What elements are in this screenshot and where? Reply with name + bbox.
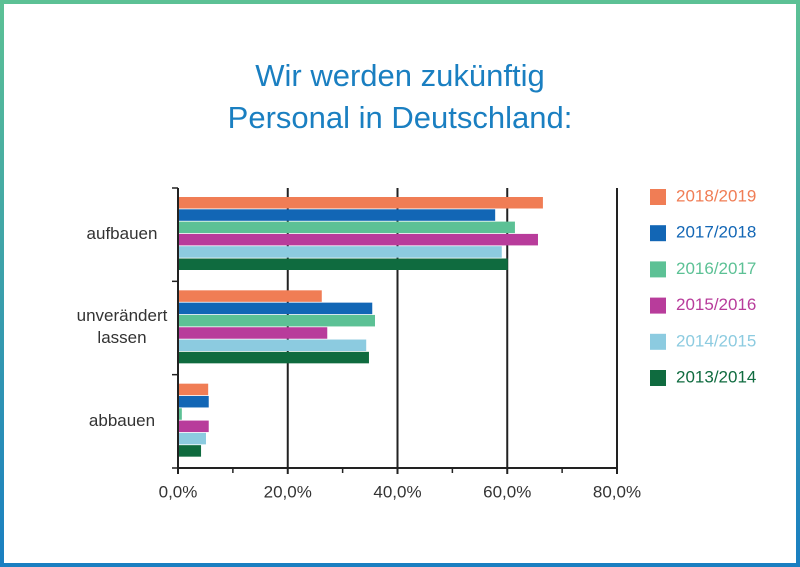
x-tick-label: 60,0% [483,482,531,501]
bar [178,246,502,258]
bar [178,395,209,408]
legend-label: 2018/2019 [676,186,756,205]
bar [178,314,376,327]
bar [178,290,322,302]
legend-label: 2017/2018 [676,223,756,242]
x-tick-label: 80,0% [593,482,641,501]
legend-swatch [650,225,666,242]
bar [178,408,182,420]
bar [178,383,209,396]
bar [178,445,202,457]
legend-label: 2013/2014 [676,367,756,386]
bar [178,233,538,246]
bar [178,327,328,339]
legend-swatch [650,261,666,278]
legend-swatch [650,297,666,314]
bar [178,432,206,445]
x-tick-label: 40,0% [373,482,421,501]
legend-label: 2014/2015 [676,331,756,350]
x-tick-label: 0,0% [159,482,198,501]
legend-swatch [650,189,666,205]
y-tick-label: aufbauen [86,223,158,243]
bar [178,339,367,352]
bar [178,420,209,433]
bar [178,209,496,221]
bar [178,351,369,364]
chart-title: Wir werden zukünftig [255,58,544,93]
legend-label: 2016/2017 [676,259,756,278]
legend-swatch [650,333,666,350]
bar [178,302,373,315]
legend-label: 2015/2016 [676,295,756,314]
bar [178,258,508,270]
bar [178,197,543,209]
x-tick-label: 20,0% [264,482,312,501]
y-tick-label: abbauen [88,410,156,430]
y-tick-label: unverändert lassen [76,306,168,348]
bar [178,221,515,234]
chart-title: Personal in Deutschland: [228,100,573,135]
legend-swatch [650,370,666,386]
